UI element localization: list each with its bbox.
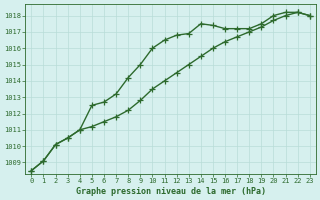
- X-axis label: Graphe pression niveau de la mer (hPa): Graphe pression niveau de la mer (hPa): [76, 187, 266, 196]
